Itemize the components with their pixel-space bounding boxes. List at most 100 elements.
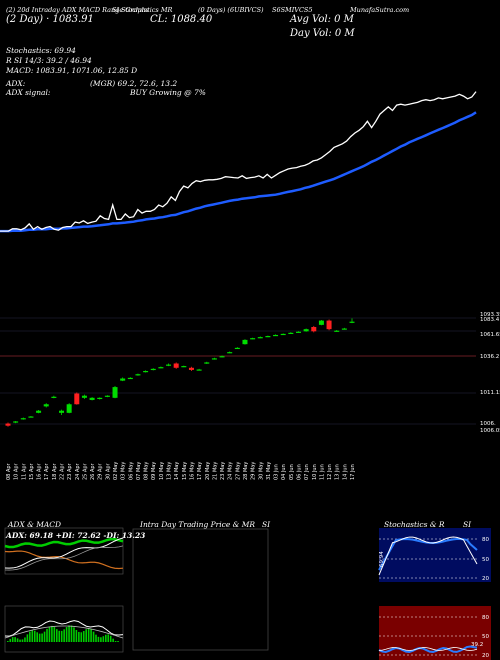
macd-histogram-bar <box>75 630 78 642</box>
adx-values-line: ADX: 69.18 +DI: 72.62 -DI: 13.23 <box>6 531 146 540</box>
candle-body <box>143 371 149 373</box>
macd-histogram-bar <box>102 636 105 642</box>
header-avg-vol: Avg Vol: 0 M <box>290 14 354 25</box>
candle-body <box>120 378 126 381</box>
candle-body <box>273 334 279 337</box>
candle-body <box>135 374 141 376</box>
candle-body <box>295 331 301 333</box>
candle-body <box>234 347 240 350</box>
header-symbol-small: (0 Days) (6UBIVCS) <box>198 6 264 14</box>
macd-histogram-bar <box>26 634 29 642</box>
macd-histogram-bar <box>7 641 9 642</box>
header-symbol-right: S6SMIVCS5 <box>272 6 313 14</box>
moving-average-line <box>0 111 477 233</box>
candle-body <box>211 358 217 360</box>
stoch-level-label: 80 <box>482 537 489 543</box>
candle-body <box>303 329 309 332</box>
stoch-panel-title: Stochastics & R <box>384 520 445 529</box>
macd-histogram-bar <box>73 627 75 642</box>
macd-histogram-bar <box>41 633 43 642</box>
macd-histogram-bar <box>60 630 63 642</box>
candle-body <box>28 416 34 418</box>
candle-body <box>89 397 95 400</box>
date-axis-label: 10 May <box>159 462 165 480</box>
date-axis-label: 11 Apr <box>21 462 27 480</box>
macd-histogram-bar <box>16 638 19 642</box>
macd-histogram-bar <box>107 634 110 642</box>
macd-histogram-bar <box>31 630 34 642</box>
macd-histogram-bar <box>70 625 73 642</box>
macd-histogram-bar <box>87 628 90 642</box>
macd-histogram-bar <box>114 641 117 642</box>
macd-histogram-bar <box>109 635 112 642</box>
macd-histogram-bar <box>9 638 12 642</box>
date-axis-label: 23 Apr <box>67 462 73 480</box>
candle-body <box>204 362 210 364</box>
candle-body <box>173 363 179 368</box>
indicator-adx: ADX: <box>6 79 26 88</box>
date-axis-label: 08 May <box>144 462 150 480</box>
date-axis-label: 06 Jun <box>296 464 302 480</box>
macd-histogram-bar <box>68 625 70 642</box>
stoch-level-label: 50 <box>482 557 489 563</box>
macd-histogram-bar <box>56 629 58 642</box>
date-axis-label: 21 May <box>212 462 218 480</box>
macd-histogram-bar <box>90 629 92 642</box>
price-axis-label: 1036.2 <box>480 354 499 360</box>
header-days-line: (2 Day) · 1083.91 <box>6 14 94 25</box>
rsi-signal-line <box>378 647 478 651</box>
date-axis-label: 07 Jun <box>304 464 310 480</box>
macd-histogram-bar <box>65 627 68 642</box>
rsi-level-label: 50 <box>482 634 489 640</box>
price-axis-label: 1093.35 <box>480 312 500 318</box>
adx-line <box>4 537 124 569</box>
price-axis-label: 1006. <box>480 421 496 427</box>
candle-body <box>51 396 57 398</box>
candle-body <box>112 387 118 398</box>
macd-histogram-bar <box>100 637 102 642</box>
macd-signal-line <box>4 625 124 639</box>
candle-body <box>43 404 49 407</box>
macd-histogram-bar <box>11 637 14 642</box>
macd-histogram-bar <box>85 629 87 642</box>
date-axis-label: 29 Apr <box>98 462 104 480</box>
intraday-panel-frame <box>132 528 269 651</box>
macd-histogram-bar <box>80 632 83 642</box>
stoch-panel-si: SI <box>463 520 472 529</box>
date-axis-label: 13 May <box>167 462 173 480</box>
macd-histogram-bar <box>53 627 56 642</box>
price-axis-label: 1061.65 <box>480 332 500 338</box>
macd-line <box>4 620 124 637</box>
candle-body <box>227 352 233 354</box>
candle-body <box>104 395 110 397</box>
intraday-panel-title: Intra Day Trading Price & MR <box>140 520 256 529</box>
indicator-rsi: R SI 14/3: 39.2 / 46.94 <box>6 56 92 65</box>
macd-histogram-bar <box>105 634 107 642</box>
header-stochastic-label: SI Stochastics MR <box>112 6 173 14</box>
price-axis-label: 1011.15 <box>480 390 500 396</box>
date-axis-label: 16 May <box>189 462 195 480</box>
date-axis-label: 17 Apr <box>44 462 50 480</box>
macd-histogram-bar <box>21 639 24 642</box>
date-axis-label: 23 May <box>220 462 226 480</box>
candle-body <box>13 421 19 423</box>
candle-body <box>166 364 172 366</box>
macd-histogram-bar <box>117 641 119 642</box>
adx-panel-title: ADX & MACD <box>8 520 62 529</box>
header-top-small: (2) 20d Intraday ADX MACD Range Graphs <box>6 6 150 14</box>
stoch-level-label: 20 <box>482 576 489 582</box>
macd-histogram-bar <box>63 629 65 642</box>
date-axis-label: 31 May <box>266 462 272 480</box>
indicator-macd: MACD: 1083.91, 1071.06, 12.85 D <box>6 66 138 75</box>
intraday-panel-si: SI <box>262 520 271 529</box>
date-axis-label: 15 May <box>182 462 188 480</box>
date-axis-label: 25 Apr <box>82 462 88 480</box>
date-axis-label: 24 Apr <box>75 462 81 480</box>
macd-histogram-bar <box>43 631 46 642</box>
price-axis-label: 1006.05 <box>480 428 500 434</box>
candle-body <box>250 338 256 340</box>
candle-body <box>158 367 164 369</box>
header-munafa: MunafaSutra.com <box>350 6 410 14</box>
indicator-buy-signal: BUY Growing @ 7% <box>130 88 206 97</box>
candle-body <box>97 397 103 400</box>
